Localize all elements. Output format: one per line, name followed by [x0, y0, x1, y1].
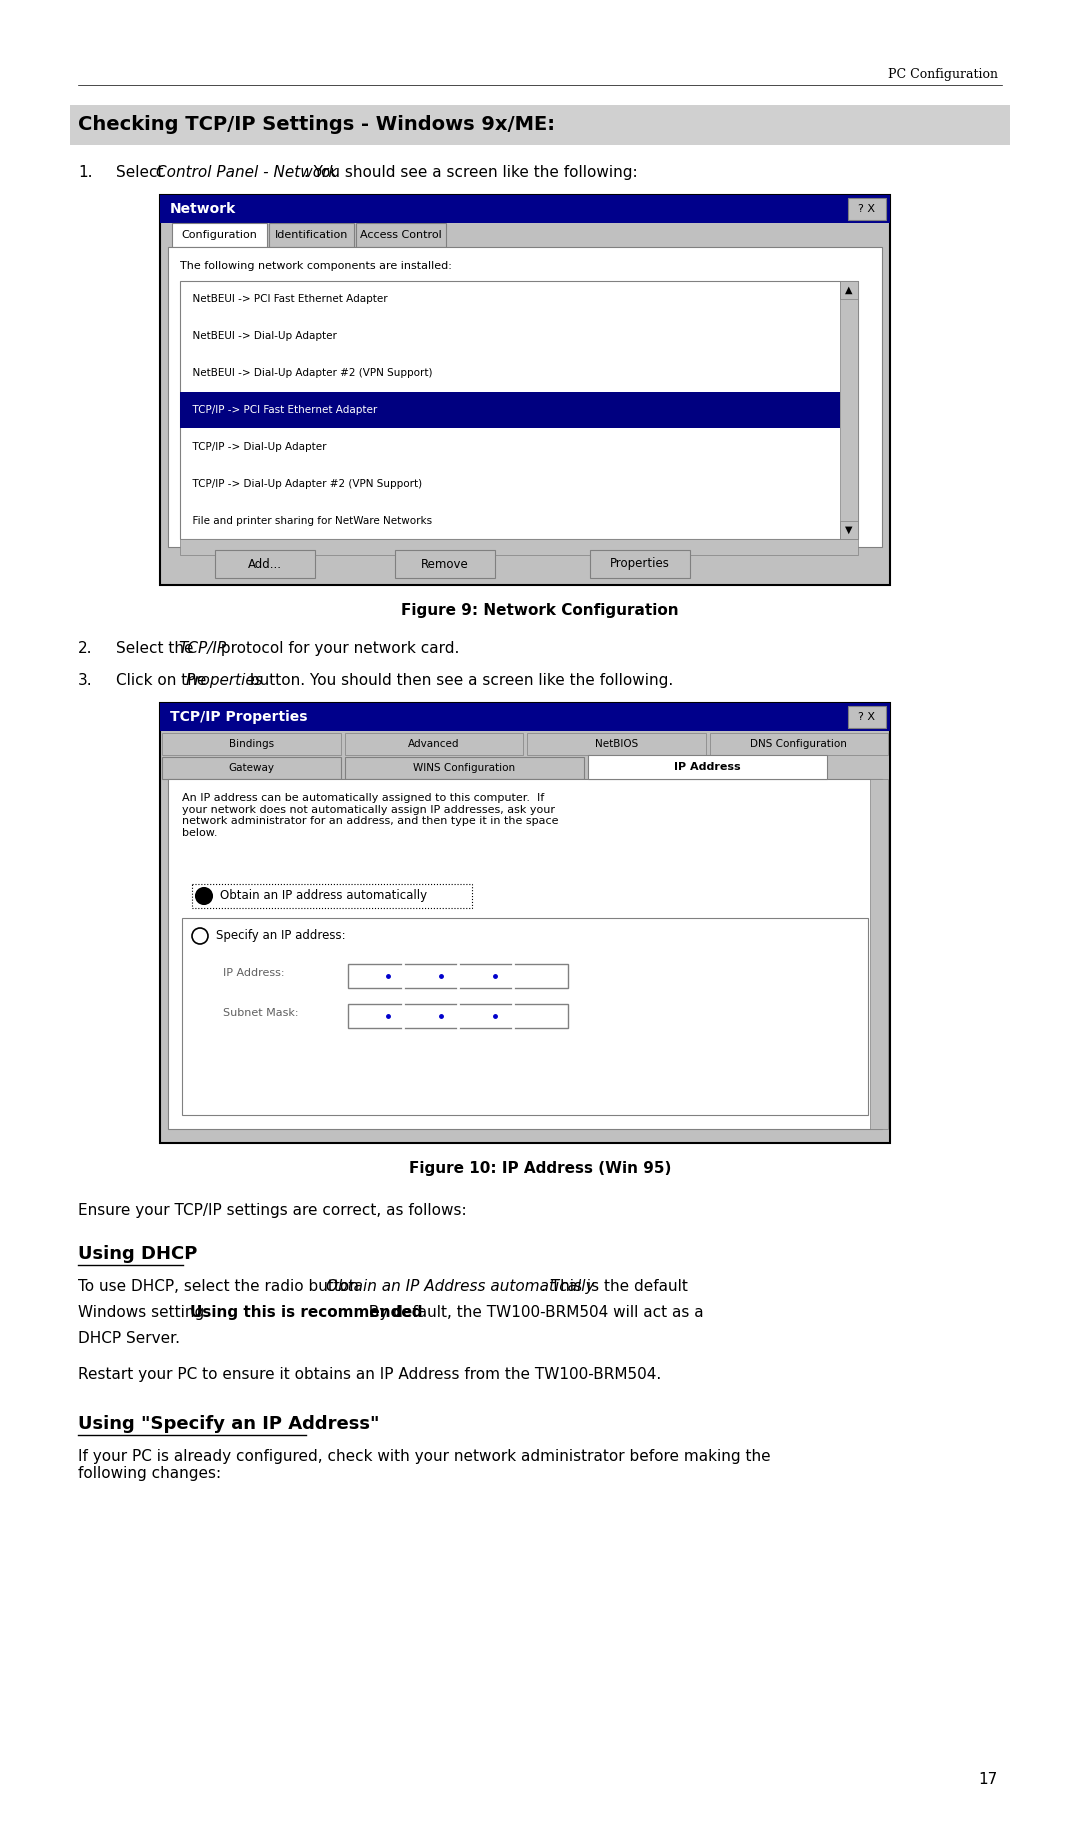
Text: NetBEUI -> Dial-Up Adapter #2 (VPN Support): NetBEUI -> Dial-Up Adapter #2 (VPN Suppo… — [186, 368, 432, 379]
Text: Select the: Select the — [116, 641, 199, 656]
Bar — [848, 199, 886, 220]
Bar — [160, 703, 890, 1142]
Bar — [345, 732, 523, 754]
Bar — [870, 780, 888, 1130]
Bar — [160, 703, 890, 731]
Text: Add...: Add... — [248, 558, 282, 570]
Text: NetBEUI -> PCI Fast Ethernet Adapter: NetBEUI -> PCI Fast Ethernet Adapter — [186, 295, 388, 304]
Bar — [168, 780, 882, 1130]
Bar — [356, 222, 446, 248]
Text: ▼: ▼ — [846, 525, 853, 536]
Bar — [180, 281, 858, 539]
Text: Properties: Properties — [610, 558, 670, 570]
Text: If your PC is already configured, check with your network administrator before m: If your PC is already configured, check … — [78, 1448, 771, 1481]
Text: DHCP Server.: DHCP Server. — [78, 1332, 180, 1346]
Text: Ensure your TCP/IP settings are correct, as follows:: Ensure your TCP/IP settings are correct,… — [78, 1203, 467, 1217]
Text: ▲: ▲ — [846, 284, 853, 295]
Bar — [710, 732, 888, 754]
Text: TCP/IP -> Dial-Up Adapter: TCP/IP -> Dial-Up Adapter — [186, 443, 326, 452]
Text: Select: Select — [116, 166, 168, 180]
Bar — [168, 248, 882, 547]
Text: Click on the: Click on the — [116, 672, 212, 689]
Text: Checking TCP/IP Settings - Windows 9x/ME:: Checking TCP/IP Settings - Windows 9x/ME… — [78, 115, 555, 135]
Circle shape — [193, 929, 207, 944]
Text: Using "Specify an IP Address": Using "Specify an IP Address" — [78, 1416, 379, 1432]
Text: Specify an IP address:: Specify an IP address: — [216, 929, 346, 942]
Text: Gateway: Gateway — [228, 763, 274, 773]
Circle shape — [197, 889, 211, 904]
Text: . This is the default: . This is the default — [541, 1279, 688, 1294]
Text: 2.: 2. — [78, 641, 93, 656]
Text: Properties: Properties — [186, 672, 264, 689]
Text: protocol for your network card.: protocol for your network card. — [216, 641, 459, 656]
Text: Subnet Mask:: Subnet Mask: — [222, 1008, 298, 1018]
Bar — [527, 732, 705, 754]
Text: IP Address:: IP Address: — [222, 967, 284, 978]
Text: The following network components are installed:: The following network components are ins… — [180, 261, 451, 271]
Bar — [70, 106, 1010, 146]
Text: IP Address: IP Address — [674, 762, 741, 773]
Text: 3.: 3. — [78, 672, 93, 689]
Bar — [345, 756, 584, 780]
Bar — [840, 281, 858, 299]
Text: 17: 17 — [978, 1773, 998, 1787]
Bar — [172, 222, 267, 248]
Text: ? X: ? X — [859, 712, 876, 722]
Bar — [160, 195, 890, 585]
Text: . By default, the TW100-BRM504 will act as a: . By default, the TW100-BRM504 will act … — [359, 1305, 704, 1319]
Text: TCP/IP -> Dial-Up Adapter #2 (VPN Support): TCP/IP -> Dial-Up Adapter #2 (VPN Suppor… — [186, 479, 422, 488]
Text: TCP/IP Properties: TCP/IP Properties — [170, 711, 308, 723]
Bar — [183, 918, 868, 1115]
Text: Access Control: Access Control — [360, 230, 442, 241]
Text: TCP/IP: TCP/IP — [178, 641, 226, 656]
Bar — [160, 195, 890, 222]
Text: Bindings: Bindings — [229, 740, 274, 749]
Text: An IP address can be automatically assigned to this computer.  If
your network d: An IP address can be automatically assig… — [183, 793, 558, 838]
Text: ? X: ? X — [859, 204, 876, 213]
Bar — [180, 539, 858, 556]
Bar — [215, 550, 315, 578]
Bar — [840, 281, 858, 539]
Bar — [269, 222, 354, 248]
Text: Restart your PC to ensure it obtains an IP Address from the TW100-BRM504.: Restart your PC to ensure it obtains an … — [78, 1366, 661, 1383]
Text: PC Configuration: PC Configuration — [888, 67, 998, 80]
Text: Control Panel - Network: Control Panel - Network — [156, 166, 337, 180]
Bar — [848, 705, 886, 729]
Bar — [348, 964, 568, 988]
Text: Advanced: Advanced — [408, 740, 459, 749]
Bar — [348, 1004, 568, 1028]
Text: WINS Configuration: WINS Configuration — [414, 763, 515, 773]
Text: DNS Configuration: DNS Configuration — [751, 740, 847, 749]
Bar — [180, 392, 840, 428]
Text: Configuration: Configuration — [181, 230, 257, 241]
Text: To use DHCP, select the radio button: To use DHCP, select the radio button — [78, 1279, 364, 1294]
Text: Obtain an IP Address automatically: Obtain an IP Address automatically — [326, 1279, 594, 1294]
Text: Figure 9: Network Configuration: Figure 9: Network Configuration — [401, 603, 679, 618]
Text: button. You should then see a screen like the following.: button. You should then see a screen lik… — [245, 672, 673, 689]
Text: Obtain an IP address automatically: Obtain an IP address automatically — [220, 889, 427, 902]
Text: Using this is recommended: Using this is recommended — [190, 1305, 422, 1319]
Bar — [395, 550, 495, 578]
Bar — [840, 521, 858, 539]
Bar — [588, 754, 827, 780]
Text: Network: Network — [170, 202, 237, 217]
Text: Identification: Identification — [274, 230, 348, 241]
Bar — [590, 550, 690, 578]
Text: 1.: 1. — [78, 166, 93, 180]
Text: . You should see a screen like the following:: . You should see a screen like the follo… — [303, 166, 637, 180]
Text: Using DHCP: Using DHCP — [78, 1244, 198, 1263]
Text: File and printer sharing for NetWare Networks: File and printer sharing for NetWare Net… — [186, 516, 432, 525]
Text: Windows setting.: Windows setting. — [78, 1305, 214, 1319]
Text: Figure 10: IP Address (Win 95): Figure 10: IP Address (Win 95) — [409, 1161, 671, 1175]
Bar — [162, 756, 340, 780]
Bar — [162, 732, 340, 754]
Text: Remove: Remove — [421, 558, 469, 570]
Text: NetBIOS: NetBIOS — [595, 740, 638, 749]
Text: TCP/IP -> PCI Fast Ethernet Adapter: TCP/IP -> PCI Fast Ethernet Adapter — [186, 404, 377, 415]
Text: NetBEUI -> Dial-Up Adapter: NetBEUI -> Dial-Up Adapter — [186, 332, 337, 341]
